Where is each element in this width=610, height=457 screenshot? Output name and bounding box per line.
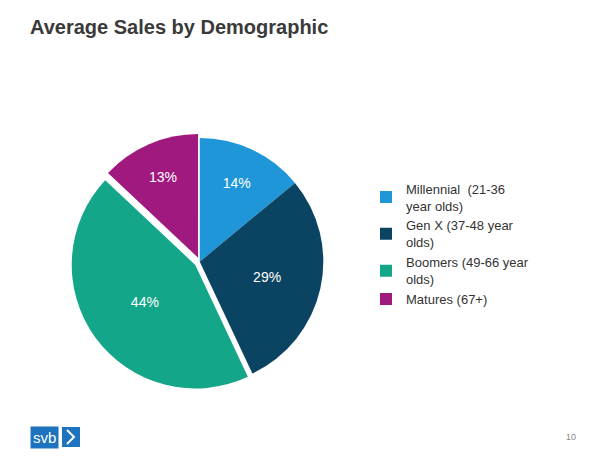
svg-text:Millennial (21-36year olds): Millennial (21-36year olds) [406,182,505,214]
svg-text:Matures (67+): Matures (67+) [406,292,487,307]
svg-text:44%: 44% [131,294,159,310]
svg-text:13%: 13% [149,169,177,185]
svg-text:29%: 29% [253,269,281,285]
svg-text:10: 10 [566,432,576,442]
svg-text:14%: 14% [223,175,251,191]
svg-text:Average Sales by Demographic: Average Sales by Demographic [30,16,328,38]
svg-text:Boomers (49-66 yearolds): Boomers (49-66 yearolds) [406,255,529,287]
svg-text:svb: svb [33,429,56,446]
svg-text:Gen X (37-48 yearolds): Gen X (37-48 yearolds) [406,218,514,250]
